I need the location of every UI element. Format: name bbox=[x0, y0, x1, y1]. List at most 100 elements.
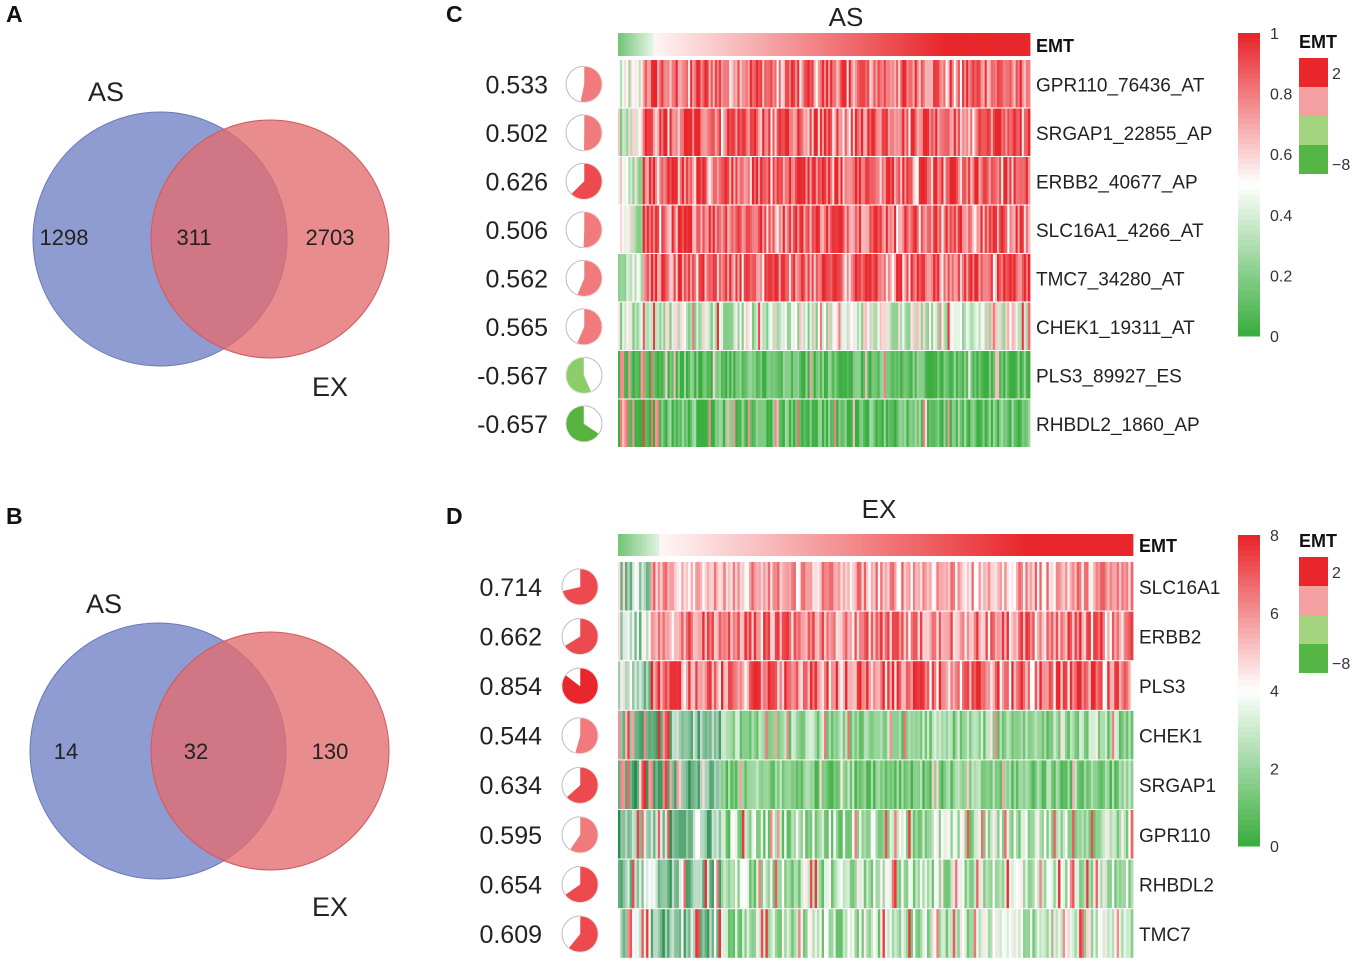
scale-segment bbox=[1238, 229, 1260, 236]
heatmap-cell bbox=[1018, 661, 1022, 710]
heatmap-cell bbox=[777, 611, 780, 661]
heatmap-cell bbox=[620, 710, 624, 760]
heatmap-cell bbox=[770, 351, 773, 399]
heatmap-cell bbox=[661, 254, 664, 302]
scale-segment bbox=[1238, 265, 1260, 271]
heatmap-cell bbox=[880, 661, 883, 710]
heatmap-cell bbox=[966, 351, 969, 399]
heatmap-cell bbox=[641, 661, 645, 710]
heatmap-cell bbox=[931, 661, 935, 710]
heatmap-cell bbox=[744, 859, 748, 909]
heatmap-cell bbox=[768, 60, 771, 108]
heatmap-cell bbox=[801, 302, 804, 350]
heatmap-cell bbox=[915, 562, 919, 611]
heatmap-cell bbox=[739, 760, 743, 809]
heatmap-cell bbox=[1018, 611, 1022, 661]
heatmap-cell bbox=[688, 661, 691, 710]
heatmap-cell bbox=[939, 157, 942, 205]
heatmap-cell bbox=[1086, 909, 1089, 958]
heatmap-cell bbox=[730, 859, 734, 909]
heatmap-cell bbox=[741, 157, 745, 205]
heatmap-cell bbox=[704, 562, 708, 611]
scale-segment bbox=[1238, 275, 1260, 281]
heatmap-cell bbox=[927, 661, 930, 710]
heatmap-cell bbox=[1037, 710, 1040, 760]
heatmap-cell bbox=[764, 399, 767, 447]
heatmap-cell bbox=[751, 710, 755, 760]
heatmap-cell bbox=[847, 760, 851, 809]
heatmap-cell bbox=[723, 859, 727, 909]
emt-bar-cell bbox=[797, 33, 801, 56]
gene-label: SRGAP1 bbox=[1139, 776, 1216, 797]
heatmap-cell bbox=[735, 60, 738, 108]
heatmap-cell bbox=[721, 302, 724, 350]
heatmap-cell bbox=[758, 611, 762, 661]
heatmap-cell bbox=[931, 157, 934, 205]
heatmap-cell bbox=[885, 302, 889, 350]
heatmap-cell bbox=[978, 859, 982, 909]
emt-bar-cell bbox=[997, 33, 1001, 56]
heatmap-cell bbox=[627, 562, 631, 611]
heatmap-cell bbox=[632, 399, 635, 447]
heatmap-cell bbox=[826, 859, 830, 909]
heatmap-cell bbox=[880, 909, 883, 958]
heatmap-cell bbox=[793, 254, 796, 302]
heatmap-cell bbox=[663, 60, 666, 108]
heatmap-cell bbox=[1019, 254, 1023, 302]
heatmap-cell bbox=[690, 611, 694, 661]
heatmap-cell bbox=[791, 254, 794, 302]
heatmap-cell bbox=[739, 661, 743, 710]
heatmap-cell bbox=[905, 760, 909, 809]
scale-segment bbox=[1238, 545, 1260, 552]
heatmap-cell bbox=[908, 205, 911, 253]
heatmap-cell bbox=[793, 859, 797, 909]
heatmap-cell bbox=[905, 859, 909, 909]
heatmap-cell bbox=[814, 611, 818, 661]
heatmap-cell bbox=[917, 760, 921, 809]
scale-segment bbox=[1238, 285, 1260, 292]
heatmap-cell bbox=[784, 909, 787, 958]
heatmap-cell bbox=[976, 205, 979, 253]
emt-bar-cell bbox=[924, 33, 928, 56]
heatmap-cell bbox=[699, 661, 703, 710]
emt-bar-cell bbox=[1003, 33, 1007, 56]
heatmap-cell bbox=[971, 760, 975, 809]
heatmap-cell bbox=[906, 254, 909, 302]
correlation-value: 0.854 bbox=[479, 673, 542, 701]
heatmap-cell bbox=[997, 710, 1000, 760]
heatmap-cell bbox=[760, 810, 764, 859]
heatmap-cell bbox=[1067, 710, 1071, 760]
heatmap-cell bbox=[1025, 302, 1029, 350]
heatmap-cell bbox=[650, 909, 654, 958]
heatmap-cell bbox=[718, 302, 722, 350]
scale-segment bbox=[1238, 209, 1260, 216]
heatmap-cell bbox=[817, 254, 821, 302]
heatmap-cell bbox=[685, 810, 689, 859]
heatmap-cell bbox=[713, 859, 717, 909]
heatmap-cell bbox=[966, 157, 969, 205]
heatmap-cell bbox=[1083, 810, 1087, 859]
scale-segment bbox=[1238, 204, 1260, 211]
heatmap-cell bbox=[1044, 710, 1047, 760]
heatmap-cell bbox=[800, 611, 804, 661]
heatmap-cell bbox=[850, 157, 854, 205]
emt-bar-cell bbox=[768, 33, 772, 56]
heatmap-cell bbox=[655, 351, 658, 399]
heatmap-cell bbox=[1083, 710, 1087, 760]
heatmap-cell bbox=[791, 810, 794, 859]
emt-bar-cell bbox=[1095, 534, 1100, 556]
heatmap-cell bbox=[730, 661, 734, 710]
heatmap-cell bbox=[805, 302, 808, 350]
heatmap-cell bbox=[1116, 859, 1120, 909]
heatmap-cell bbox=[688, 205, 691, 253]
heatmap-cell bbox=[933, 205, 936, 253]
heatmap-cell bbox=[1039, 562, 1043, 611]
heatmap-cell bbox=[1021, 254, 1025, 302]
heatmap-cell bbox=[1104, 909, 1108, 958]
heatmap-cell bbox=[782, 60, 786, 108]
scale-tick-label: 8 bbox=[1270, 528, 1279, 545]
heatmap-cell bbox=[798, 859, 801, 909]
heatmap-cell bbox=[852, 859, 855, 909]
correlation-pie bbox=[565, 356, 592, 394]
emt-bar-cell bbox=[1105, 534, 1110, 556]
